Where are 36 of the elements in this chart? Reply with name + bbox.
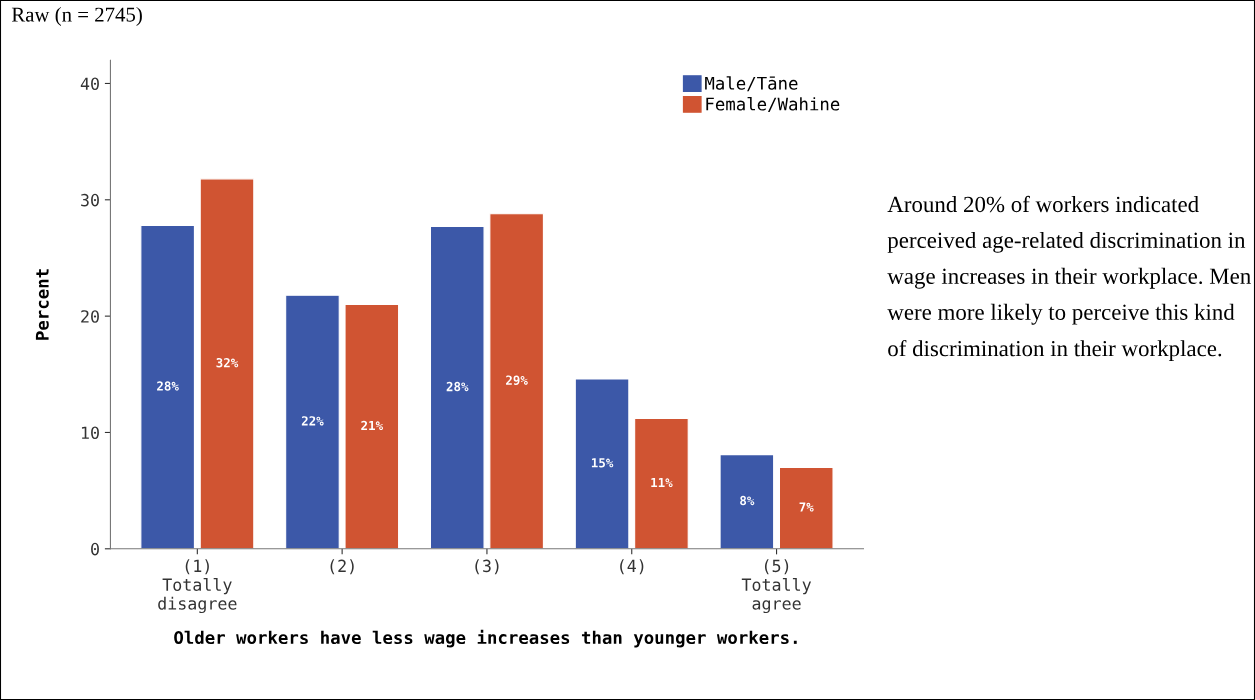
text: Raw (n = 2745): [11, 7, 142, 26]
data-label: 28%: [157, 381, 179, 391]
x-tick-label: (1) Totally disagree: [158, 559, 237, 614]
bar: [140, 224, 195, 549]
text: Around 20% of workers indicated perceived age-related discrimination in wage increases in their workplace. Men were more likely to perceive this kind of discrimination in their workplace.: [887, 195, 1251, 361]
bar: [344, 303, 400, 549]
data-label: 11%: [651, 477, 673, 488]
data-label: 32%: [216, 358, 239, 368]
bar: [285, 294, 340, 549]
y-tick-label: 20: [81, 310, 99, 323]
data-label: 15%: [591, 458, 614, 468]
x-tick-label: (5) Totally agree: [741, 559, 812, 614]
bar: [634, 417, 689, 549]
bar: [719, 454, 775, 549]
data-label: 8%: [740, 495, 755, 506]
y-axis-title: Percent: [35, 269, 49, 340]
bar: [574, 378, 630, 549]
y-tick-label: 30: [81, 193, 99, 207]
y-tick-label: 40: [80, 77, 99, 91]
data-label: 29%: [506, 375, 528, 385]
legend-label: Male/Tāne: [705, 76, 798, 92]
bar: [778, 466, 834, 549]
y-tick-label: 10: [81, 426, 99, 440]
legend-label: Female/Wahine: [706, 97, 840, 112]
bar: [199, 178, 255, 549]
x-tick-label: (3): [475, 559, 499, 575]
data-label: 21%: [361, 420, 384, 431]
x-axis-title: Older workers have less wage increases than younger workers.: [174, 629, 797, 648]
x-tick-label: (4): [620, 559, 644, 575]
y-tick-label: 0: [91, 542, 99, 556]
bar: [489, 213, 544, 549]
bar: [429, 226, 485, 549]
x-tick-label: (2): [330, 559, 354, 575]
data-label: 7%: [799, 502, 814, 512]
data-label: 22%: [301, 416, 324, 426]
data-label: 28%: [446, 381, 469, 392]
